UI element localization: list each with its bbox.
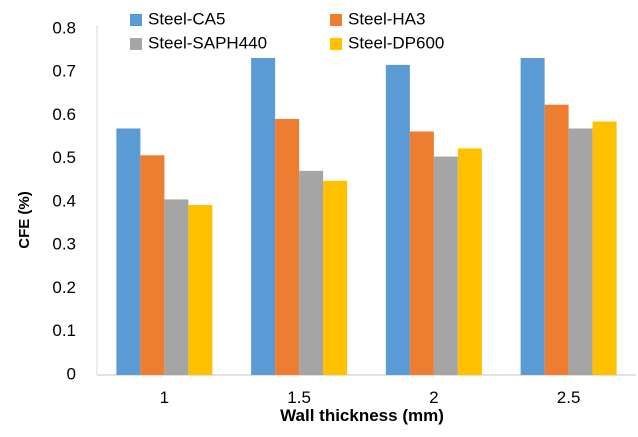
legend-swatch: [130, 38, 142, 50]
y-tick-label: 0: [67, 364, 76, 383]
x-axis-title: Wall thickness (mm): [280, 406, 444, 425]
x-tick-label: 2.5: [557, 388, 581, 407]
legend-swatch: [330, 38, 342, 50]
bar: [457, 148, 482, 375]
bar: [568, 128, 593, 375]
bar: [299, 170, 324, 375]
bar: [544, 104, 569, 375]
y-tick-label: 0.5: [52, 148, 76, 167]
bar: [140, 155, 165, 375]
legend-label: Steel-CA5: [148, 9, 225, 28]
bar: [520, 57, 545, 375]
y-tick-label: 0.4: [52, 191, 76, 210]
y-axis-title: CFE (%): [16, 191, 33, 249]
bar: [188, 205, 213, 375]
bar: [116, 128, 141, 375]
legend-label: Steel-HA3: [348, 9, 425, 28]
x-tick-label: 2: [429, 388, 438, 407]
y-tick-label: 0.2: [52, 278, 76, 297]
bar: [164, 199, 189, 375]
bar: [323, 180, 348, 375]
bar: [433, 156, 458, 375]
bar: [385, 64, 410, 376]
x-tick-label: 1.5: [287, 388, 311, 407]
y-tick-label: 0.6: [52, 105, 76, 124]
legend-swatch: [130, 14, 142, 26]
x-tick-label: 1: [160, 388, 169, 407]
legend-swatch: [330, 14, 342, 26]
bar: [275, 118, 300, 376]
legend-label: Steel-SAPH440: [148, 33, 267, 52]
bar: [592, 121, 617, 376]
bar: [251, 57, 276, 375]
y-tick-label: 0.8: [52, 18, 76, 37]
legend-label: Steel-DP600: [348, 33, 444, 52]
bar: [409, 131, 434, 375]
y-tick-label: 0.3: [52, 235, 76, 254]
y-tick-label: 0.1: [52, 321, 76, 340]
y-tick-label: 0.7: [52, 62, 76, 81]
